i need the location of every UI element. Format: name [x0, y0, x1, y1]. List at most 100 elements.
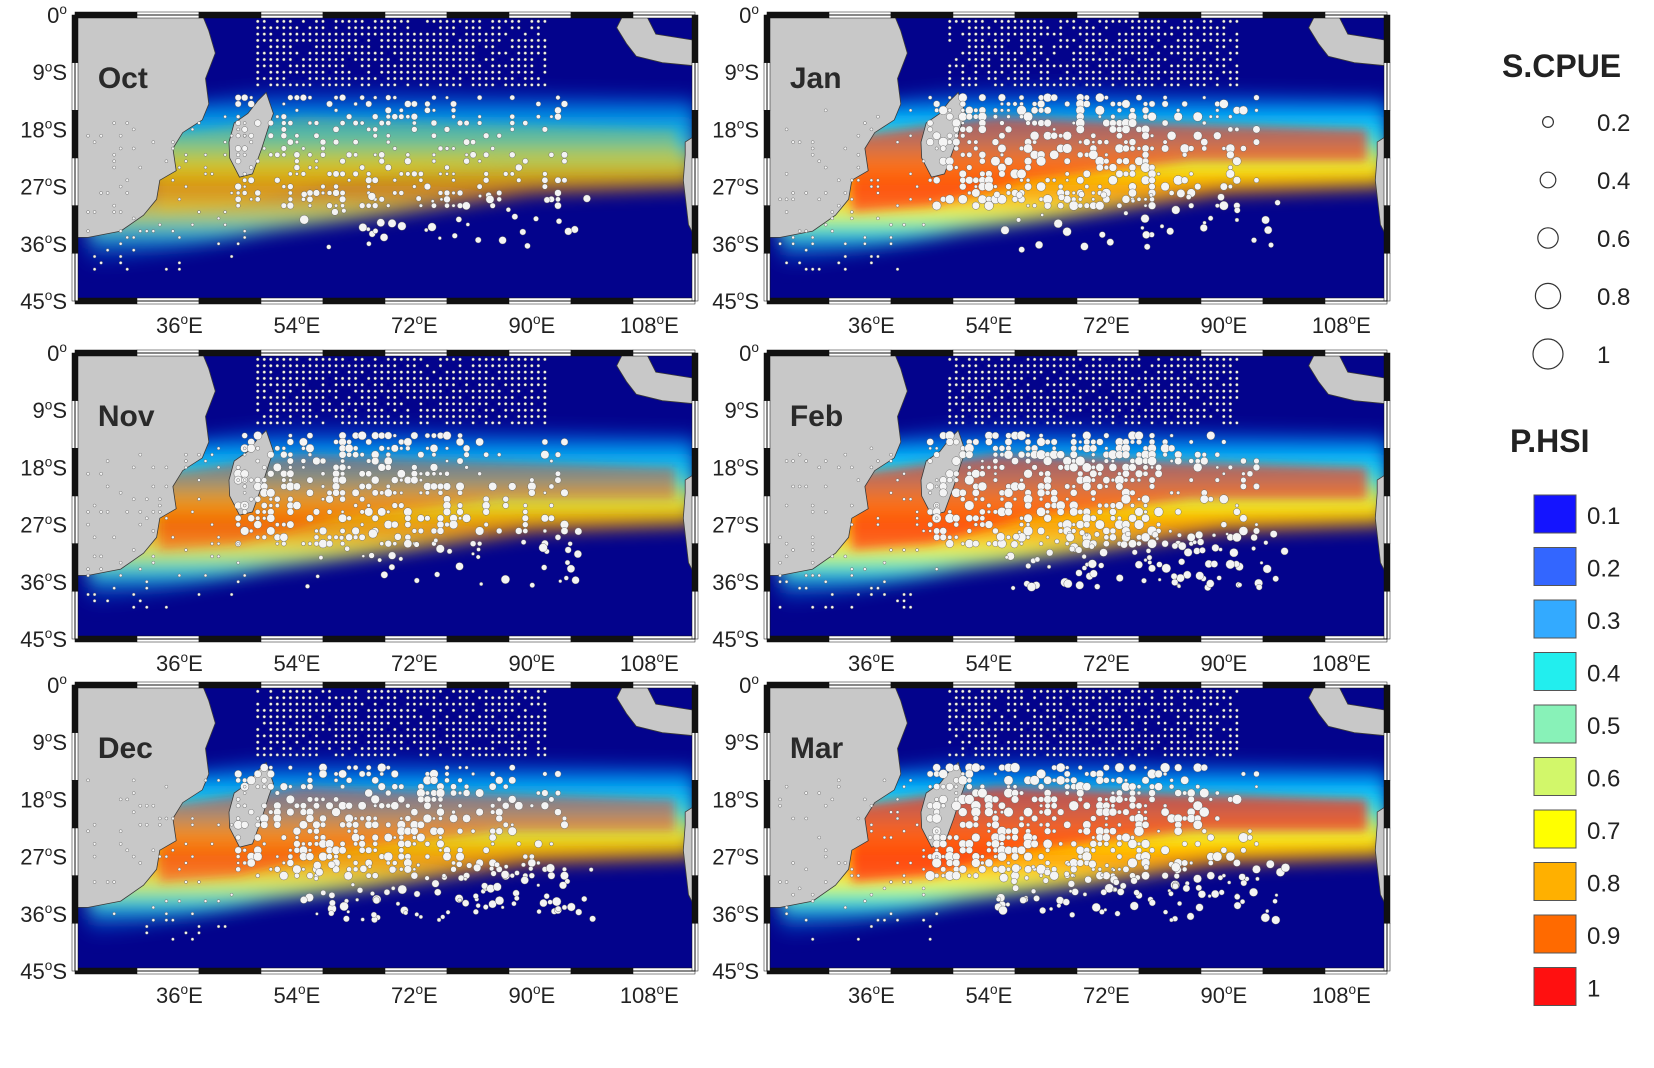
lat-tick-label: 45oS	[712, 288, 759, 314]
lat-tick-label: 36oS	[20, 901, 67, 927]
lon-tick-label: 90oE	[1200, 982, 1247, 1008]
lon-tick-label: 54oE	[274, 650, 321, 676]
lon-tick-label: 108oE	[1312, 982, 1371, 1008]
legend: S.CPUE 0.2 0.4 0.6 0.8 1 P.HSI 0.1 0.2 0.3 0.4 0.5 0…	[1502, 48, 1630, 1006]
africa-landmass	[75, 353, 216, 576]
lat-tick-label: 9oS	[724, 59, 759, 85]
phsi-legend-label: 1	[1587, 976, 1600, 1003]
lon-tick-label: 90oE	[508, 312, 555, 338]
lon-tick-label: 36oE	[848, 650, 895, 676]
map-panel-nov: Nov 0o 9oS 18oS 27oS 36oS 45oS 36oE 54oE 72oE 90oE…	[20, 340, 699, 676]
phsi-legend-item: 1	[1533, 967, 1600, 1006]
lon-tick-label: 36oE	[156, 650, 203, 676]
lon-tick-label: 90oE	[1200, 312, 1247, 338]
phsi-legend-item: 0.1	[1533, 494, 1620, 534]
scpue-legend-item: 0.6	[1537, 226, 1630, 253]
lat-tick-label: 0o	[739, 2, 759, 28]
lon-tick-label: 36oE	[848, 982, 895, 1008]
map-frame	[71, 349, 699, 643]
lat-tick-label: 27oS	[20, 174, 67, 200]
cpue-points	[778, 19, 1281, 271]
lat-tick-label: 18oS	[712, 117, 759, 143]
phsi-legend-item: 0.3	[1533, 599, 1620, 639]
longitude-labels: 36oE 54oE 72oE 90oE 108oE	[848, 982, 1371, 1008]
indonesia-landmass	[1308, 353, 1387, 405]
map-panel-oct: Oct 0o 9oS 18oS 27oS 36oS 45oS 36oE 54oE 72oE 90oE…	[20, 2, 699, 338]
lat-tick-label: 36oS	[712, 231, 759, 257]
map-panels: Oct 0o 9oS 18oS 27oS 36oS 45oS 36oE 54oE 72oE 90oE…	[20, 2, 1391, 1008]
lon-tick-label: 54oE	[966, 650, 1013, 676]
lon-tick-label: 54oE	[274, 982, 321, 1008]
scpue-legend-label: 1	[1597, 342, 1610, 369]
lat-tick-label: 27oS	[712, 174, 759, 200]
lon-tick-label: 36oE	[156, 312, 203, 338]
cpue-points	[86, 19, 591, 271]
scpue-legend-label: 0.8	[1597, 284, 1630, 311]
phsi-legend-item: 0.8	[1533, 862, 1620, 901]
phsi-legend-item: 0.5	[1533, 704, 1620, 744]
month-label: Mar	[790, 732, 844, 765]
map-frame	[763, 681, 1391, 975]
africa-landmass	[767, 15, 908, 238]
phsi-legend-item: 0.9	[1533, 914, 1620, 954]
lat-tick-label: 9oS	[724, 729, 759, 755]
cpue-points	[778, 357, 1289, 609]
latitude-labels: 0o 9oS 18oS 27oS 36oS 45oS	[20, 340, 67, 652]
lat-tick-label: 27oS	[20, 512, 67, 538]
lat-tick-label: 9oS	[32, 397, 67, 423]
phsi-legend-label: 0.2	[1587, 556, 1620, 583]
lat-tick-label: 45oS	[20, 626, 67, 652]
lon-tick-label: 54oE	[274, 312, 321, 338]
lon-tick-label: 54oE	[966, 312, 1013, 338]
scpue-legend-item: 1	[1532, 338, 1610, 370]
lon-tick-label: 72oE	[1083, 982, 1130, 1008]
map-frame	[763, 11, 1391, 305]
longitude-labels: 36oE 54oE 72oE 90oE 108oE	[156, 982, 679, 1008]
lat-tick-label: 27oS	[712, 844, 759, 870]
month-label: Oct	[98, 62, 148, 95]
latitude-labels: 0o 9oS 18oS 27oS 36oS 45oS	[712, 2, 759, 314]
lat-tick-label: 18oS	[712, 787, 759, 813]
map-frame	[71, 11, 699, 305]
cpue-points	[86, 357, 583, 609]
lat-tick-label: 45oS	[20, 958, 67, 984]
map-frame	[71, 681, 699, 975]
cpue-points	[86, 689, 596, 941]
lat-tick-label: 9oS	[32, 59, 67, 85]
lon-tick-label: 108oE	[620, 982, 679, 1008]
phsi-legend-label: 0.1	[1587, 503, 1620, 530]
month-label: Dec	[98, 732, 153, 765]
latitude-labels: 0o 9oS 18oS 27oS 36oS 45oS	[712, 340, 759, 652]
indonesia-landmass	[1308, 15, 1387, 67]
indonesia-landmass	[616, 15, 695, 67]
scpue-legend-item: 0.8	[1534, 282, 1630, 311]
month-label: Feb	[790, 400, 843, 433]
lon-tick-label: 90oE	[508, 982, 555, 1008]
phsi-legend-title: P.HSI	[1510, 423, 1589, 459]
lon-tick-label: 90oE	[1200, 650, 1247, 676]
lon-tick-label: 72oE	[1083, 312, 1130, 338]
lon-tick-label: 54oE	[966, 982, 1013, 1008]
lat-tick-label: 18oS	[20, 787, 67, 813]
lat-tick-label: 36oS	[20, 231, 67, 257]
indonesia-landmass	[616, 353, 695, 405]
latitude-labels: 0o 9oS 18oS 27oS 36oS 45oS	[20, 672, 67, 984]
indonesia-landmass	[616, 685, 695, 737]
phsi-legend-item: 0.4	[1533, 652, 1620, 691]
longitude-labels: 36oE 54oE 72oE 90oE 108oE	[156, 312, 679, 338]
lat-tick-label: 0o	[739, 672, 759, 698]
phsi-legend-label: 0.5	[1587, 713, 1620, 740]
lat-tick-label: 27oS	[20, 844, 67, 870]
lat-tick-label: 18oS	[20, 455, 67, 481]
lat-tick-label: 45oS	[20, 288, 67, 314]
scpue-legend-item: 0.2	[1541, 110, 1630, 137]
scpue-legend-label: 0.6	[1597, 226, 1630, 253]
phsi-legend-label: 0.8	[1587, 871, 1620, 898]
phsi-legend-label: 0.6	[1587, 766, 1620, 793]
africa-landmass	[767, 685, 908, 908]
phsi-legend-label: 0.7	[1587, 818, 1620, 845]
scpue-legend-label: 0.2	[1597, 110, 1630, 137]
indonesia-landmass	[1308, 685, 1387, 737]
hsi-hot-core	[851, 786, 1368, 882]
